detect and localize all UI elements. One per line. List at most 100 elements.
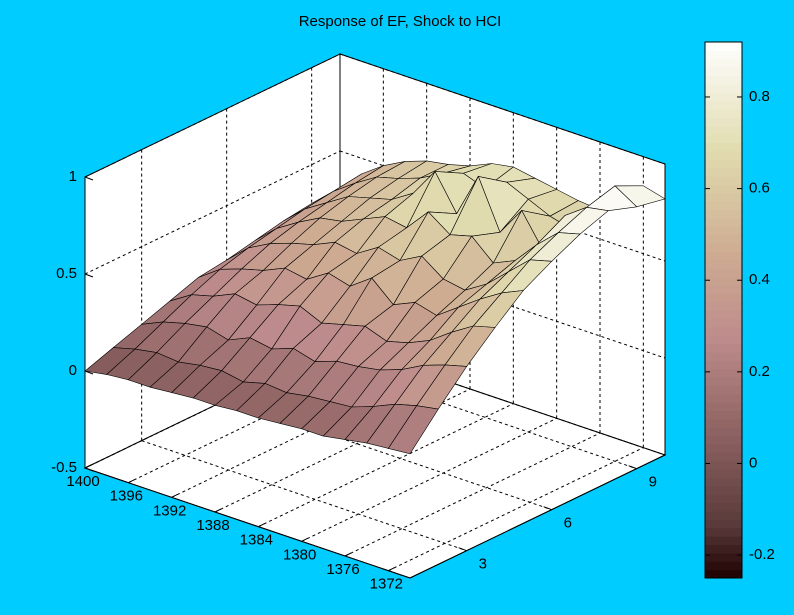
y-axis <box>409 454 666 579</box>
colorbar-cell <box>705 293 742 303</box>
colorbar-cell <box>705 385 742 395</box>
y-tick <box>458 547 467 552</box>
colorbar-cell <box>705 167 742 177</box>
x-tick <box>301 537 308 542</box>
colorbar-tick-label: 0.2 <box>749 363 770 380</box>
colorbar-cell <box>705 511 742 520</box>
x-tick-label: 1388 <box>196 517 229 534</box>
colorbar-cell <box>705 142 742 152</box>
colorbar-cell <box>705 469 742 478</box>
y-tick-label: 9 <box>649 474 657 491</box>
colorbar-cell <box>705 58 742 68</box>
colorbar-cell <box>705 301 742 311</box>
colorbar-cell <box>705 268 742 277</box>
x-tick-label: 1396 <box>110 488 143 505</box>
colorbar-cell <box>705 326 742 336</box>
z-tick <box>84 176 94 181</box>
y-tick <box>543 506 552 511</box>
colorbar-cell <box>705 351 742 361</box>
colorbar-cell <box>705 435 742 445</box>
x-tick <box>388 567 395 572</box>
colorbar-cell <box>705 251 742 261</box>
colorbar-cell <box>705 134 742 143</box>
colorbar-cell <box>705 259 742 269</box>
colorbar-tick-label: 0.8 <box>749 88 770 105</box>
colorbar-cell <box>705 209 742 219</box>
x-tick-label: 1400 <box>66 473 99 490</box>
colorbar-cell <box>705 536 742 545</box>
colorbar-cell <box>705 477 742 487</box>
colorbar-cell <box>705 109 742 118</box>
colorbar-cell <box>705 217 742 227</box>
colorbar-cell <box>705 284 742 294</box>
colorbar-cell <box>705 310 742 319</box>
x-tick <box>84 464 92 469</box>
colorbar-cell <box>705 343 742 353</box>
colorbar-cell <box>705 427 742 437</box>
y-tick <box>628 465 637 470</box>
x-tick-label: 1380 <box>283 546 316 563</box>
colorbar-cell <box>705 125 742 135</box>
x-tick-label: 1376 <box>326 561 359 578</box>
x-tick <box>171 493 178 498</box>
x-tick <box>258 523 265 528</box>
colorbar-cell <box>705 393 742 403</box>
colorbar-cell <box>705 402 742 411</box>
colorbar-tick-label: 0.6 <box>749 180 770 197</box>
grid-line <box>344 432 601 557</box>
colorbar-cell <box>705 485 742 495</box>
colorbar-cell <box>705 243 742 252</box>
surface-patch <box>387 405 439 455</box>
colorbar-cell <box>705 335 742 344</box>
colorbar-cell <box>705 150 742 160</box>
colorbar-cell <box>705 460 742 470</box>
x-tick-label: 1392 <box>153 502 186 519</box>
colorbar-cell <box>705 502 742 512</box>
z-tick-label: -0.5 <box>51 459 77 476</box>
colorbar-cell <box>705 368 742 378</box>
grid-line <box>84 53 341 178</box>
x-tick <box>214 508 222 513</box>
z-tick-label: 1 <box>69 168 77 185</box>
grid-line <box>301 417 557 542</box>
grid-line <box>258 403 514 528</box>
colorbar-tick-label: 0.4 <box>749 271 770 288</box>
colorbar-cell <box>705 117 742 127</box>
colorbar-cell <box>705 561 742 571</box>
y-tick-label: 3 <box>479 556 487 573</box>
y-tick-label: 6 <box>564 515 572 532</box>
colorbar-cell <box>705 83 742 93</box>
colorbar-cell <box>705 494 742 504</box>
colorbar-cell <box>705 410 742 420</box>
colorbar-cell <box>705 552 742 562</box>
colorbar-cell <box>705 184 742 194</box>
colorbar-cell <box>705 234 742 244</box>
colorbar-cell <box>705 176 742 185</box>
colorbar-cell <box>705 159 742 169</box>
x-tick <box>344 552 352 557</box>
colorbar-tick-label: 0 <box>749 454 757 471</box>
colorbar-cell <box>705 444 742 453</box>
x-tick <box>128 479 135 484</box>
x-axis <box>84 467 411 579</box>
colorbar-cell <box>705 201 742 210</box>
colorbar-frame <box>704 41 743 579</box>
colorbar-cell <box>705 192 742 202</box>
colorbar-cell <box>705 42 742 51</box>
z-tick-label: 0.5 <box>56 265 77 282</box>
chart-title: Response of EF, Shock to HCI <box>299 13 502 30</box>
colorbar-cell <box>705 318 742 328</box>
colorbar-cell <box>705 519 742 529</box>
grid-line <box>84 150 341 275</box>
colorbar-cell <box>705 226 742 236</box>
colorbar-cell <box>705 100 742 110</box>
grid-line <box>388 447 644 572</box>
x-tick-label: 1384 <box>240 532 273 549</box>
colorbar-cell <box>705 418 742 428</box>
z-tick-label: 0 <box>69 362 77 379</box>
x-tick-label: 1372 <box>370 576 403 593</box>
colorbar-cell <box>705 527 742 537</box>
colorbar-cell <box>705 50 742 60</box>
colorbar-cell <box>705 569 742 579</box>
colorbar-tick-label: -0.2 <box>749 546 775 563</box>
